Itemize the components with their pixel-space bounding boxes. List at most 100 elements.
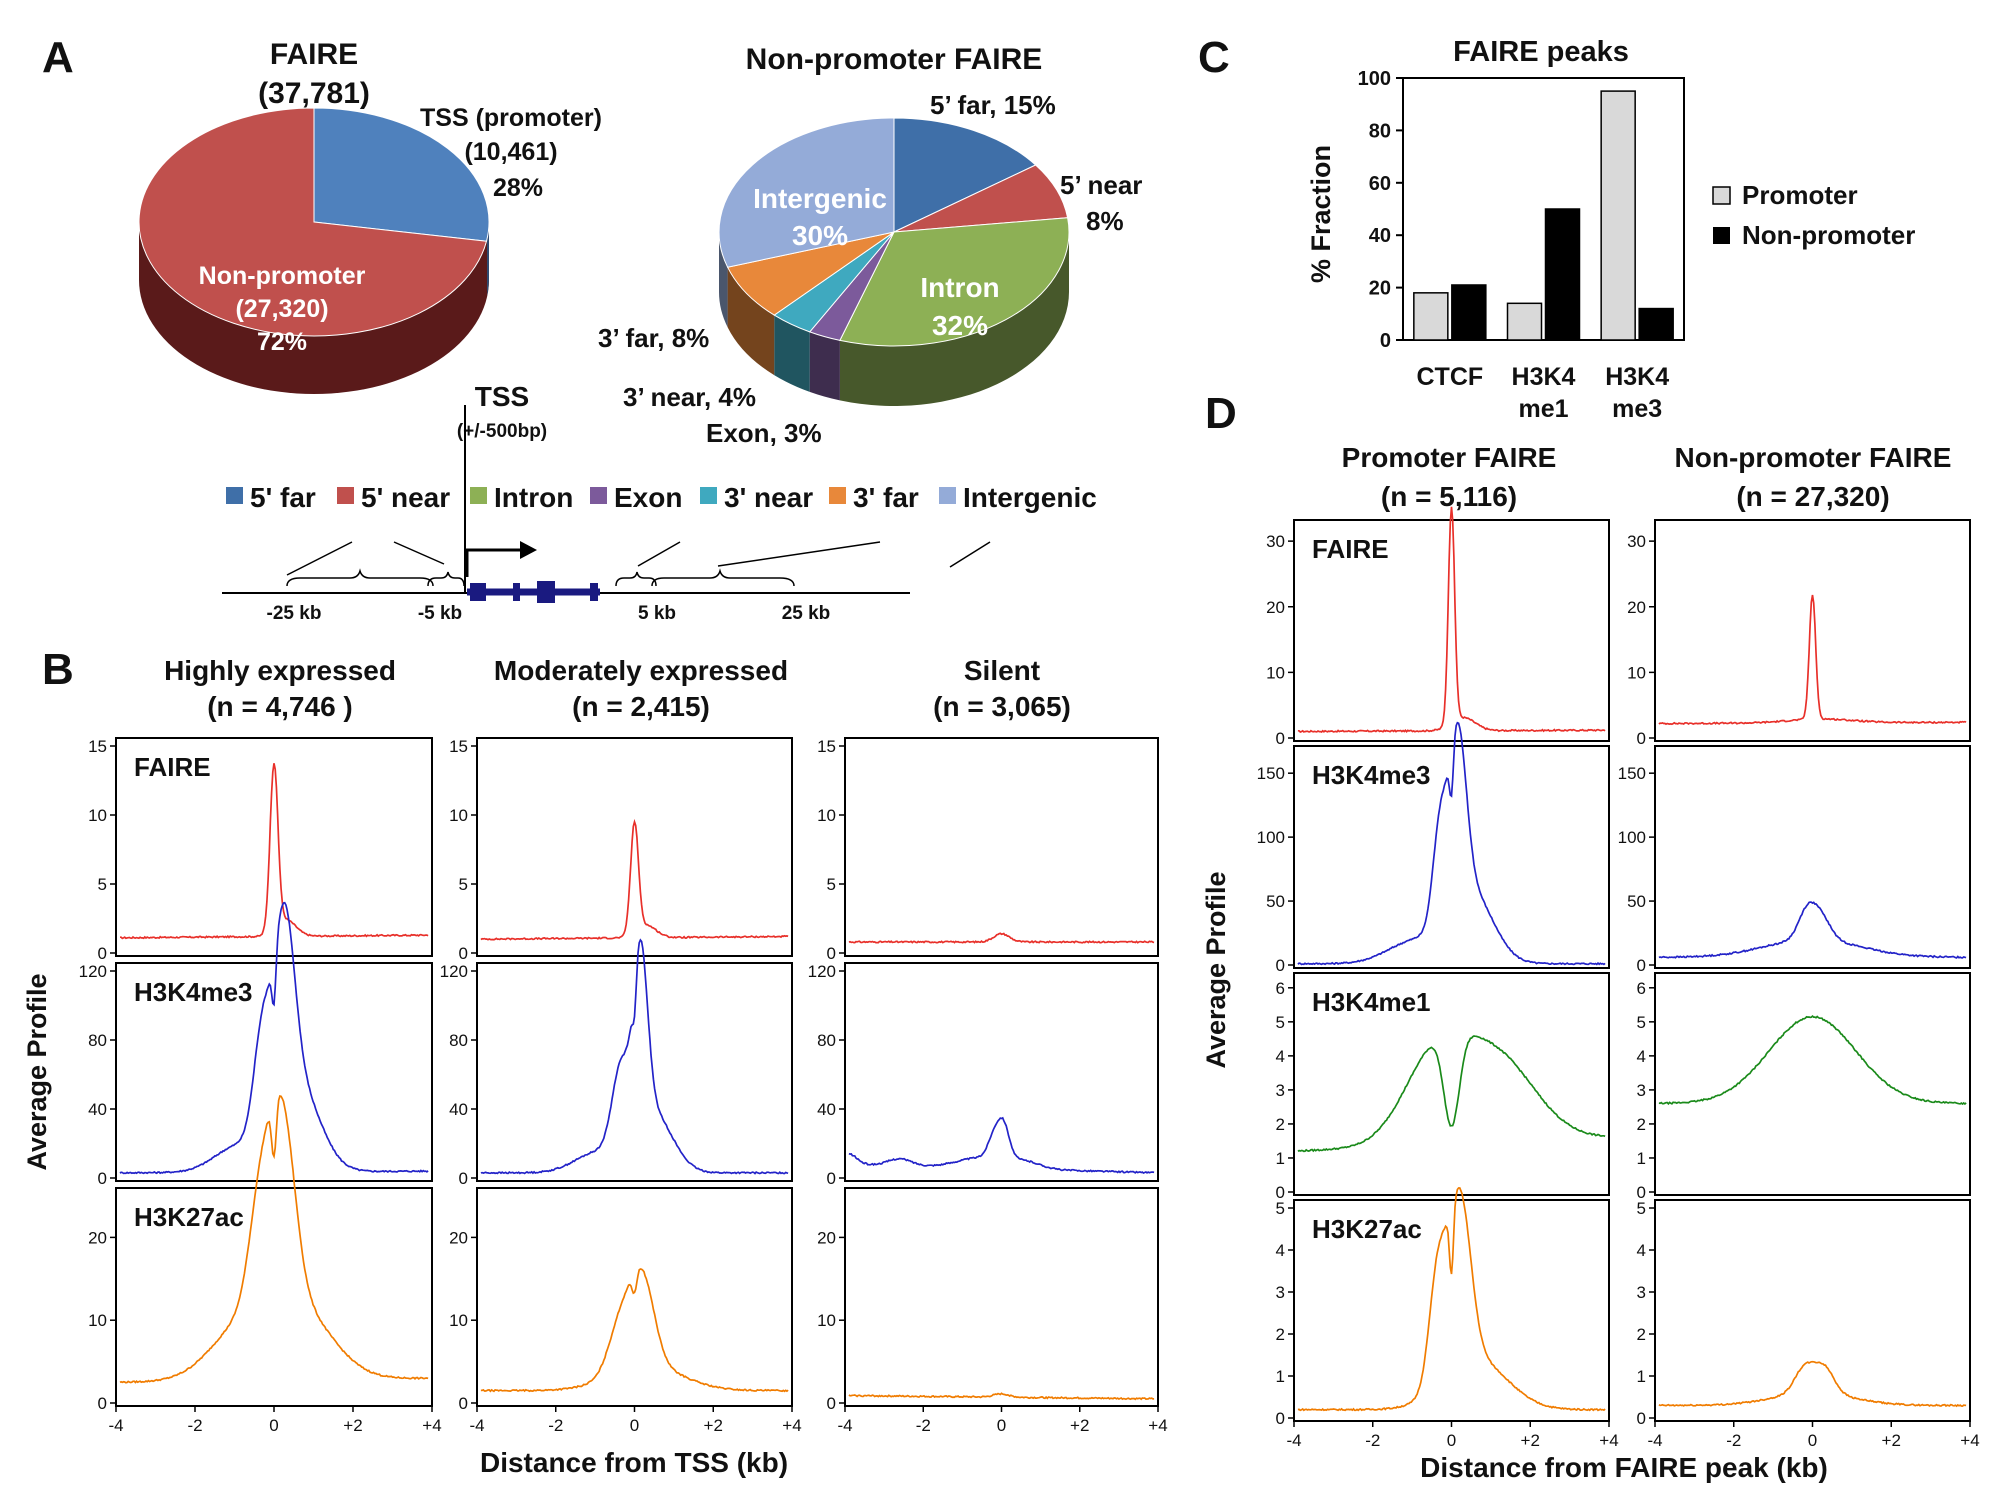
panelB-ytick-label-r2-c0-20: 20 — [88, 1228, 107, 1247]
panelB-ytick-label-r0-c0-15: 15 — [88, 737, 107, 756]
panelB-ytick-label-r1-c1-80: 80 — [449, 1031, 468, 1050]
barchart-ytick-label-60: 60 — [1369, 173, 1391, 195]
axis-tick-minus25kb: -25 kb — [267, 603, 322, 624]
pie2-label-5far: 5’ far, 15% — [930, 90, 1056, 120]
panelD-ytick-label-r3-c0-5: 5 — [1276, 1199, 1285, 1218]
panelD-col-subtitle-0: (n = 5,116) — [1381, 481, 1517, 512]
panelD-ytick-label-r2-c0-5: 5 — [1276, 1013, 1285, 1032]
panelB-ytick-label-r0-c0-10: 10 — [88, 806, 107, 825]
legend-label-5-far: 5' far — [250, 482, 316, 513]
legend-swatch-3-far — [829, 487, 846, 504]
panelD-xtick-label-c1-3: +2 — [1882, 1431, 1901, 1450]
bar-chart-faire-peaks: FAIRE peaks % Fraction 0 20 40 60 80 100 CTCF H… — [1306, 36, 1915, 423]
pie2-depth-3-near — [774, 315, 810, 392]
panelB-col-title-2: Silent — [964, 655, 1040, 686]
pie2-label-3near: 3’ near, 4% — [623, 382, 756, 412]
panelD-profile-h3k4me3-c1 — [1658, 901, 1967, 959]
panelB-xtick-label-c0-0: -4 — [108, 1416, 123, 1435]
panelD-ytick-label-r3-c1-2: 2 — [1637, 1325, 1646, 1344]
panelD-ytick-label-r2-c1-6: 6 — [1637, 979, 1646, 998]
pie2-intergenic-pct: 30% — [792, 220, 848, 251]
panelB-xtick-label-c1-4: +4 — [782, 1416, 801, 1435]
pie2-intron-pct: 32% — [932, 310, 988, 341]
barchart-legend: Promoter Non-promoter — [1712, 180, 1915, 250]
panelD-ytick-label-r0-c0-30: 30 — [1266, 532, 1285, 551]
brace-3far — [651, 568, 795, 587]
axis-tick-25kb: 25 kb — [782, 603, 831, 624]
panelB-profile-h3k27ac-c2 — [848, 1392, 1155, 1401]
exon-2 — [513, 583, 520, 601]
barchart-ylabel: % Fraction — [1306, 145, 1336, 283]
tss-window-label: (+/-500bp) — [457, 421, 547, 442]
panelB-col-title-1: Moderately expressed — [494, 655, 788, 686]
panelD-xtick-label-c1-4: +4 — [1960, 1431, 1979, 1450]
legend-swatch-5-near — [337, 487, 354, 504]
legend-label-5-near: 5' near — [361, 482, 450, 513]
panelD-ytick-label-r2-c1-3: 3 — [1637, 1081, 1646, 1100]
panelD-ytick-label-r1-c0-50: 50 — [1266, 892, 1285, 911]
panelD-ytick-label-r3-c0-4: 4 — [1276, 1241, 1285, 1260]
panelB-profile-faire-c2 — [848, 932, 1155, 944]
panelB-row-label-1: H3K4me3 — [134, 977, 253, 1007]
panelD-profile-h3k4me1-c0 — [1297, 1035, 1606, 1153]
panelB-box-r2-c2 — [844, 1187, 1159, 1407]
panelD-xtick-label-c0-4: +4 — [1599, 1431, 1618, 1450]
pie1-tss-label: TSS (promoter) — [420, 104, 602, 132]
panelD-ytick-label-r3-c0-2: 2 — [1276, 1325, 1285, 1344]
brace-5near — [427, 571, 465, 587]
panelB-ytick-label-r2-c2-0: 0 — [827, 1394, 836, 1413]
legend-promoter-label: Promoter — [1742, 180, 1858, 210]
panelB-row-label-2: H3K27ac — [134, 1202, 244, 1232]
panelD-ytick-label-r2-c0-3: 3 — [1276, 1081, 1285, 1100]
legend-label-exon: Exon — [614, 482, 682, 513]
panelB-ytick-label-r1-c1-40: 40 — [449, 1100, 468, 1119]
panelD-ytick-label-r2-c1-2: 2 — [1637, 1115, 1646, 1134]
panelB-xtick-label-c2-3: +2 — [1070, 1416, 1089, 1435]
pie2-slice-5-far — [893, 117, 1037, 233]
legend-swatch-intron — [470, 487, 487, 504]
panelB-ytick-label-r0-c2-0: 0 — [827, 944, 836, 963]
panelB-ytick-label-r1-c2-80: 80 — [817, 1031, 836, 1050]
panelD-profile-h3k4me1-c1 — [1658, 1014, 1967, 1106]
bar-h3k4-me1-promoter — [1506, 302, 1543, 341]
bar-ctcf-non-promoter — [1451, 284, 1487, 341]
panelD-ytick-label-r0-c0-20: 20 — [1266, 598, 1285, 617]
barchart-category-label-2-0: H3K4 — [1605, 363, 1669, 391]
barchart-ytick-label-40: 40 — [1369, 225, 1391, 247]
panelD-profile-h3k27ac-c0 — [1297, 1187, 1606, 1412]
panelD-ytick-label-r2-c1-1: 1 — [1637, 1149, 1646, 1168]
panelB-xtick-label-c2-2: 0 — [997, 1416, 1006, 1435]
panel-d-xlabel: Distance from FAIRE peak (kb) — [1420, 1452, 1828, 1483]
panelB-ytick-label-r2-c1-10: 10 — [449, 1311, 468, 1330]
panelB-ytick-label-r1-c2-40: 40 — [817, 1100, 836, 1119]
panelD-ytick-label-r2-c0-1: 1 — [1276, 1149, 1285, 1168]
panelD-row-label-2: H3K4me1 — [1312, 987, 1431, 1017]
panelB-col-title-0: Highly expressed — [164, 655, 396, 686]
pie2-label-5near: 5’ near — [1060, 170, 1142, 200]
panelB-xtick-label-c0-1: -2 — [187, 1416, 202, 1435]
panelB-profile-h3k4me3-c1 — [480, 938, 789, 1175]
exon-1 — [470, 583, 486, 601]
panelB-xtick-label-c2-0: -4 — [837, 1416, 852, 1435]
panelD-xtick-label-c1-2: 0 — [1808, 1431, 1817, 1450]
panelD-box-r1-c1 — [1654, 745, 1971, 969]
panelD-ytick-label-r2-c0-0: 0 — [1276, 1183, 1285, 1202]
panelB-row-label-0: FAIRE — [134, 752, 211, 782]
panel-d-ylabel: Average Profile — [1201, 871, 1231, 1068]
legend-nonpromoter-label: Non-promoter — [1742, 220, 1915, 250]
panelD-profile-h3k4me3-c0 — [1297, 721, 1606, 966]
panelD-ytick-label-r2-c0-2: 2 — [1276, 1115, 1285, 1134]
panelB-xtick-label-c2-1: -2 — [916, 1416, 931, 1435]
pie2-depth-intron — [839, 232, 1069, 406]
panelD-ytick-label-r3-c0-0: 0 — [1276, 1409, 1285, 1428]
panelD-ytick-label-r2-c1-5: 5 — [1637, 1013, 1646, 1032]
legend-swatch-intergenic — [939, 487, 956, 504]
panelD-ytick-label-r1-c1-100: 100 — [1618, 828, 1646, 847]
panelB-profile-h3k4me3-c0 — [119, 901, 429, 1175]
panelB-ytick-label-r0-c2-5: 5 — [827, 875, 836, 894]
panelB-ytick-label-r0-c0-0: 0 — [98, 944, 107, 963]
pie-nonpromoter: Non-promoter FAIRE 5’ far, 15% 5’ near 8… — [598, 43, 1142, 448]
pie2-slice-intron — [839, 217, 1070, 347]
legend-nonpromoter-swatch — [1713, 227, 1730, 244]
transcription-arrow — [465, 548, 520, 577]
